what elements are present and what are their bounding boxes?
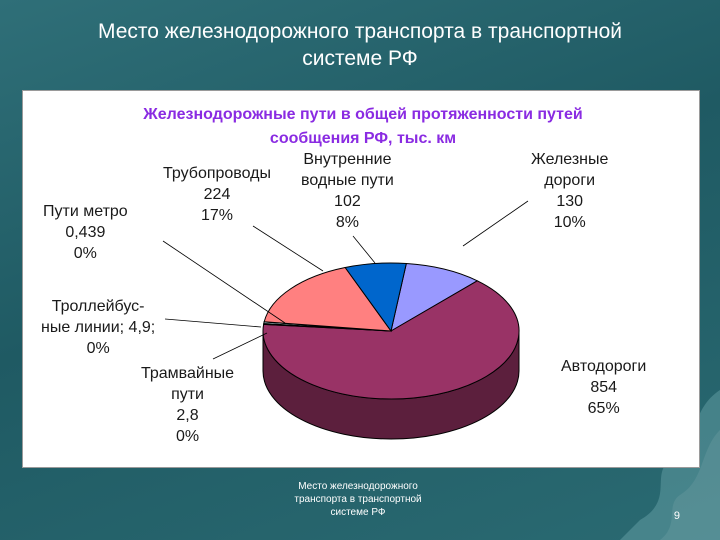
pie-slice-6 bbox=[344, 262, 407, 333]
footer-line1: Место железнодорожного bbox=[298, 481, 418, 492]
label-trolley: Троллейбус- ные линии; 4,9; 0% bbox=[41, 296, 155, 359]
slide-footer: Место железнодорожного транспорта в тран… bbox=[258, 480, 458, 519]
chart-panel: Железнодорожные пути в общей протяженнос… bbox=[22, 90, 700, 468]
label-rail-line4: 10% bbox=[553, 214, 586, 231]
label-tram: Трамвайные пути 2,8 0% bbox=[141, 363, 234, 447]
label-water-line2: водные пути bbox=[301, 172, 394, 189]
label-rail: Железные дороги 130 10% bbox=[531, 149, 608, 233]
leader-line-2 bbox=[164, 318, 262, 328]
label-metro-line3: 0% bbox=[73, 245, 97, 262]
slide-title-line2: системе РФ bbox=[302, 47, 418, 70]
label-pipes: Трубопроводы 224 17% bbox=[163, 163, 271, 226]
footer-line2: транспорта в транспортной bbox=[294, 494, 422, 505]
label-rail-line1: Железные bbox=[531, 151, 609, 168]
leader-line-5 bbox=[352, 235, 376, 264]
leader-line-3 bbox=[212, 332, 268, 360]
label-pipes-line2: 224 bbox=[203, 186, 231, 203]
label-metro-line1: Пути метро bbox=[43, 203, 128, 220]
leader-line-4 bbox=[252, 225, 324, 272]
label-tram-line1: Трамвайные bbox=[141, 365, 235, 382]
label-metro-line2: 0,439 bbox=[65, 224, 106, 241]
label-pipes-line3: 17% bbox=[200, 207, 234, 224]
label-pipes-line1: Трубопроводы bbox=[163, 165, 271, 182]
leader-line-1 bbox=[162, 240, 286, 324]
leader-line-0 bbox=[462, 200, 529, 247]
label-roads-line1: Автодороги bbox=[561, 358, 647, 375]
label-trolley-line3: 0% bbox=[86, 340, 110, 357]
chart-title-line2: сообщения РФ, тыс. км bbox=[269, 130, 457, 147]
label-tram-line4: 0% bbox=[175, 428, 200, 445]
label-roads-line3: 65% bbox=[587, 400, 620, 417]
label-roads-line2: 854 bbox=[590, 379, 618, 396]
label-water-line1: Внутренние bbox=[303, 151, 392, 168]
label-metro: Пути метро 0,439 0% bbox=[43, 201, 128, 264]
pie-slice-0 bbox=[390, 262, 479, 333]
label-trolley-line2: ные линии; 4,9; bbox=[41, 319, 156, 336]
label-roads: Автодороги 854 65% bbox=[561, 356, 646, 419]
label-tram-line3: 2,8 bbox=[176, 407, 199, 424]
label-trolley-line1: Троллейбус- bbox=[51, 298, 145, 315]
label-rail-line3: 130 bbox=[556, 193, 584, 210]
label-water: Внутренние водные пути 102 8% bbox=[301, 149, 394, 233]
page-number: 9 bbox=[673, 510, 680, 522]
footer-line3: системе РФ bbox=[330, 507, 386, 518]
label-water-line4: 8% bbox=[335, 214, 359, 231]
chart-title: Железнодорожные пути в общей протяженнос… bbox=[83, 103, 643, 151]
pie-chart bbox=[162, 200, 529, 440]
pie-slice-1 bbox=[262, 280, 520, 400]
label-tram-line2: пути bbox=[171, 386, 204, 403]
slide-title-line1: Место железнодорожного транспорта в тран… bbox=[97, 20, 623, 43]
chart-title-line1: Железнодорожные пути в общей протяженнос… bbox=[143, 106, 583, 123]
label-water-line3: 102 bbox=[334, 193, 361, 210]
label-rail-line2: дороги bbox=[544, 172, 596, 189]
slide-title: Место железнодорожного транспорта в тран… bbox=[30, 18, 690, 72]
pie-slice-5 bbox=[263, 266, 393, 332]
